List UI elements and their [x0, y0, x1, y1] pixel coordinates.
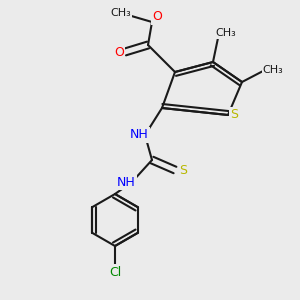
- Text: CH₃: CH₃: [216, 28, 236, 38]
- Text: CH₃: CH₃: [111, 8, 131, 18]
- Text: Cl: Cl: [109, 266, 121, 278]
- Text: O: O: [152, 11, 162, 23]
- Text: O: O: [114, 46, 124, 59]
- Text: NH: NH: [117, 176, 135, 188]
- Text: NH: NH: [130, 128, 148, 142]
- Text: S: S: [230, 109, 238, 122]
- Text: S: S: [179, 164, 187, 176]
- Text: CH₃: CH₃: [262, 65, 284, 75]
